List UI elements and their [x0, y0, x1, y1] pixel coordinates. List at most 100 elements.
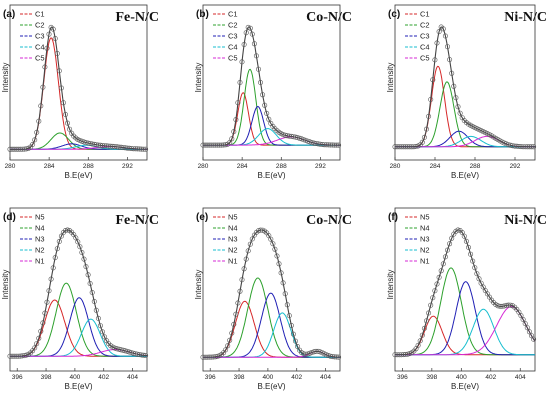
x-tick-label: 402 [98, 374, 109, 381]
data-point [472, 265, 478, 271]
panel-title: Fe-N/C [115, 10, 159, 25]
data-point [432, 288, 438, 294]
data-point [48, 276, 54, 282]
legend-label: C1 [228, 10, 238, 19]
data-point [262, 102, 268, 108]
data-point [50, 265, 56, 271]
data-point [276, 261, 282, 267]
data-point [453, 95, 459, 101]
data-point [239, 277, 245, 283]
data-point [440, 26, 446, 32]
data-point [290, 331, 296, 337]
panel-label: (c) [388, 9, 400, 20]
data-point [87, 280, 93, 286]
data-point [231, 321, 237, 327]
data-point [457, 110, 463, 116]
data-point [95, 315, 101, 321]
data-point [474, 271, 480, 277]
data-point [432, 57, 438, 63]
legend-label: N4 [420, 224, 430, 233]
data-point [444, 44, 450, 50]
x-tick-label: 400 [456, 374, 467, 381]
x-tick-label: 280 [390, 163, 401, 170]
envelope-fit [10, 229, 148, 357]
y-axis-title: Intensity [194, 270, 203, 300]
data-point [524, 325, 530, 331]
data-point [243, 30, 249, 36]
data-point [227, 140, 233, 146]
panel-label: (b) [196, 9, 209, 20]
peak-c1 [203, 92, 340, 146]
x-tick-label: 398 [426, 374, 437, 381]
x-tick-label: 288 [83, 163, 94, 170]
xps-panel: 280 284 288 292 B.E(eV) Intensity (a) Fe-N/C C1 C… [1, 4, 159, 180]
plot-frame [202, 4, 341, 161]
legend-label: N3 [420, 235, 430, 244]
xps-panel: 280 284 288 292 B.E(eV) Intensity (b) Co-N/C C1 C… [194, 4, 352, 180]
data-point [100, 329, 106, 335]
data-point [449, 235, 455, 241]
legend-label: N3 [228, 235, 238, 244]
data-point [227, 337, 233, 343]
data-point [32, 137, 38, 143]
data-point [440, 261, 446, 267]
y-axis-title: Intensity [1, 63, 10, 93]
data-point [470, 258, 476, 264]
data-point [237, 80, 243, 86]
data-point [38, 328, 44, 334]
x-tick-label: 284 [430, 163, 441, 170]
data-point [444, 247, 450, 253]
x-tick-label: 396 [205, 374, 216, 381]
data-point [46, 288, 52, 294]
panel-label: (a) [3, 9, 15, 20]
data-point [91, 298, 97, 304]
data-point [56, 68, 62, 74]
peak-n5 [10, 299, 147, 357]
x-tick-label: 288 [276, 163, 287, 170]
data-point [282, 291, 288, 297]
data-point [247, 241, 253, 247]
x-axis-title: B.E(eV) [451, 171, 479, 180]
data-point [235, 100, 241, 106]
data-point [245, 24, 251, 30]
y-axis-title: Intensity [386, 270, 395, 300]
data-point [239, 59, 245, 65]
panel-title: Ni-N/C [504, 10, 547, 25]
x-tick-label: 402 [485, 374, 496, 381]
data-point [294, 343, 300, 349]
legend-label: N5 [228, 213, 238, 222]
legend-label: N1 [35, 257, 45, 266]
data-point [60, 100, 66, 106]
data-point [241, 41, 247, 47]
x-tick-label: 284 [237, 163, 248, 170]
legend-label: C1 [35, 10, 45, 19]
data-point [11, 146, 17, 152]
data-point [476, 276, 482, 282]
data-point [77, 244, 83, 250]
data-point [428, 302, 434, 308]
legend-label: N3 [35, 235, 45, 244]
x-tick-label: 402 [291, 374, 302, 381]
data-point [426, 310, 432, 316]
data-point [93, 307, 99, 313]
legend-label: C3 [228, 32, 238, 41]
data-point [520, 316, 526, 322]
data-point [253, 53, 259, 59]
legend-label: N2 [35, 246, 45, 255]
legend-label: N4 [35, 224, 45, 233]
data-point [141, 146, 147, 152]
plot-frame [9, 207, 148, 372]
data-point [274, 253, 280, 259]
data-point [430, 295, 436, 301]
data-point [243, 256, 249, 262]
envelope-fit [203, 229, 340, 358]
data-point [455, 227, 461, 233]
data-point [436, 29, 442, 35]
data-point [7, 353, 13, 359]
data-point [288, 322, 294, 328]
x-tick-label: 396 [12, 374, 23, 381]
x-tick-label: 398 [41, 374, 52, 381]
envelope-fit [10, 26, 147, 150]
legend-label: C1 [420, 10, 430, 19]
data-point [58, 85, 64, 91]
